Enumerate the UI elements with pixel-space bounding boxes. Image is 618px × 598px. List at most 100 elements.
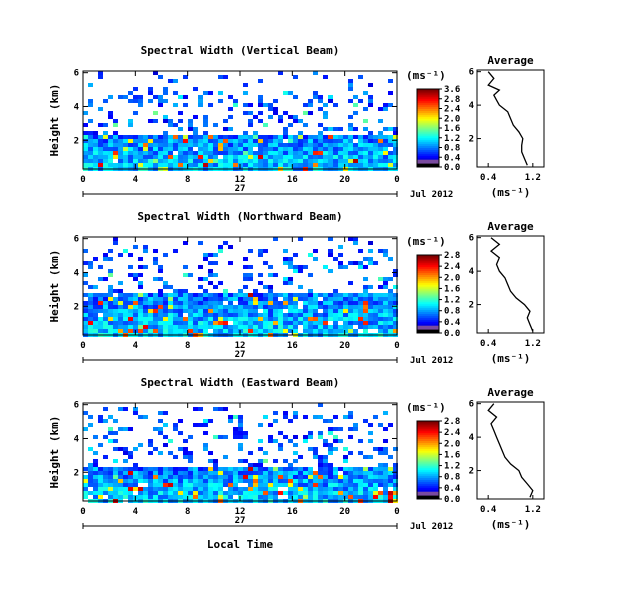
- heatmap-cell: [128, 305, 133, 309]
- heatmap-cell: [188, 479, 193, 483]
- heatmap-cell: [248, 451, 253, 455]
- heatmap-cell: [173, 313, 178, 317]
- heatmap-cell: [173, 163, 178, 167]
- heatmap-cell: [303, 313, 308, 317]
- heatmap-cell: [238, 415, 243, 419]
- heatmap-cell: [328, 329, 333, 333]
- heatmap-cell: [268, 475, 273, 479]
- heatmap-cell: [273, 439, 278, 443]
- heatmap-cell: [338, 305, 343, 309]
- heatmap-cell: [333, 257, 338, 261]
- heatmap-cell: [233, 155, 238, 159]
- heatmap-cell: [233, 305, 238, 309]
- heatmap-cell: [88, 317, 93, 321]
- heatmap-cell: [213, 151, 218, 155]
- heatmap-cell: [233, 309, 238, 313]
- heatmap-cell: [218, 479, 223, 483]
- heatmap-cell: [183, 143, 188, 147]
- heatmap-cell: [323, 159, 328, 163]
- heatmap-cell: [138, 329, 143, 333]
- heatmap-cell: [128, 427, 133, 431]
- heatmap-cell: [258, 135, 263, 139]
- heatmap-cell: [308, 447, 313, 451]
- heatmap-cell: [223, 143, 228, 147]
- heatmap-cell: [238, 435, 243, 439]
- colorbar-segment: [417, 157, 439, 160]
- heatmap-cell: [358, 317, 363, 321]
- heatmap-cell: [333, 147, 338, 151]
- heatmap-cell: [88, 325, 93, 329]
- heatmap-cell: [128, 455, 133, 459]
- heatmap-cell: [83, 123, 88, 127]
- heatmap-cell: [298, 483, 303, 487]
- heatmap-cell: [163, 119, 168, 123]
- heatmap-cell: [378, 301, 383, 305]
- heatmap-cell: [318, 463, 323, 467]
- heatmap-cell: [343, 491, 348, 495]
- heatmap-cell: [183, 163, 188, 167]
- heatmap-cell: [373, 305, 378, 309]
- colorbar-tick-label: 0.8: [444, 144, 460, 154]
- heatmap-cell: [278, 447, 283, 451]
- heatmap-cell: [108, 249, 113, 253]
- heatmap-cell: [183, 273, 188, 277]
- heatmap-cell: [383, 143, 388, 147]
- heatmap-cell: [343, 135, 348, 139]
- heatmap-cell: [378, 317, 383, 321]
- x-tick-label: 0: [394, 175, 399, 185]
- heatmap-cell: [138, 151, 143, 155]
- heatmap-cell: [218, 309, 223, 313]
- heatmap-cell: [368, 495, 373, 499]
- heatmap-cell: [103, 123, 108, 127]
- heatmap-cell: [203, 491, 208, 495]
- heatmap-cell: [98, 151, 103, 155]
- heatmap-cell: [188, 139, 193, 143]
- heatmap-cell: [238, 155, 243, 159]
- heatmap-cell: [88, 265, 93, 269]
- x-tick-label: 4: [133, 507, 139, 517]
- heatmap-cell: [253, 297, 258, 301]
- heatmap-cell: [373, 151, 378, 155]
- heatmap-cell: [153, 297, 158, 301]
- heatmap-cell: [323, 313, 328, 317]
- heatmap-cell: [183, 75, 188, 79]
- heatmap-cell: [88, 147, 93, 151]
- average-y-tick-label: 4: [469, 267, 475, 277]
- heatmap-cell: [363, 305, 368, 309]
- heatmap-cell: [168, 325, 173, 329]
- heatmap-cell: [363, 495, 368, 499]
- heatmap-cell: [113, 123, 118, 127]
- heatmap-cell: [363, 419, 368, 423]
- heatmap-cell: [358, 451, 363, 455]
- colorbar-segment: [417, 463, 439, 467]
- heatmap-cell: [393, 143, 398, 147]
- heatmap-cell: [158, 419, 163, 423]
- heatmap-cell: [248, 479, 253, 483]
- heatmap-cell: [268, 163, 273, 167]
- heatmap-cell: [278, 301, 283, 305]
- heatmap-cell: [258, 495, 263, 499]
- heatmap-cell: [348, 237, 353, 241]
- heatmap-cell: [178, 159, 183, 163]
- heatmap-cell: [208, 301, 213, 305]
- heatmap-cell: [288, 297, 293, 301]
- x-tick-label: 12: [235, 507, 246, 517]
- heatmap-cell: [293, 483, 298, 487]
- colorbar-segment: [417, 307, 439, 311]
- colorbar-segment: [417, 493, 439, 496]
- heatmap-cell: [108, 155, 113, 159]
- heatmap-cell: [228, 115, 233, 119]
- heatmap-cell: [208, 419, 213, 423]
- heatmap-cell: [163, 99, 168, 103]
- heatmap-cell: [243, 317, 248, 321]
- heatmap-cell: [263, 459, 268, 463]
- heatmap-cell: [228, 483, 233, 487]
- heatmap-cell: [178, 155, 183, 159]
- heatmap-cell: [278, 471, 283, 475]
- heatmap-cell: [368, 475, 373, 479]
- heatmap-cell: [378, 139, 383, 143]
- heatmap-cell: [123, 325, 128, 329]
- heatmap-cell: [153, 135, 158, 139]
- heatmap-cell: [128, 471, 133, 475]
- heatmap-cell: [138, 495, 143, 499]
